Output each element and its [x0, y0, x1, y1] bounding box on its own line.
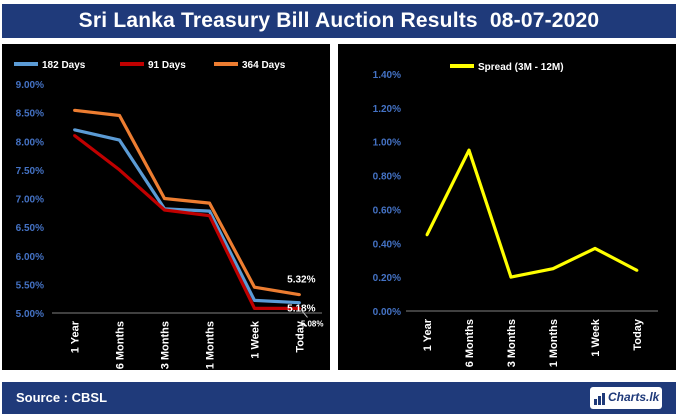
x-tick-label-1-week: 1 Week: [250, 320, 262, 359]
chart-title: Sri Lanka Treasury Bill Auction Results …: [2, 4, 676, 38]
series-line-182-days: [74, 128, 300, 305]
data-point-spread-3m-12m: [635, 268, 639, 272]
data-point-spread-3m-12m: [425, 233, 429, 237]
x-tick-label-1-week: 1 Week: [590, 318, 602, 357]
y-tick-label: 0.80%: [373, 172, 401, 183]
y-tick-label: 6.50%: [16, 223, 44, 234]
x-tick-label-1-months: 1 Months: [205, 321, 217, 369]
legend-label-91-days: 91 Days: [148, 60, 186, 71]
data-label-364-days: 5.32%: [287, 275, 315, 286]
right-chart: 1.40% 1.20% 1.00% 0.80% 0.60% 0.40% 0.20% 0.00%…: [373, 62, 658, 367]
y-tick-label: 6.00%: [16, 252, 44, 263]
y-tick-label: 0.60%: [373, 205, 401, 216]
data-point-spread-3m-12m: [551, 267, 555, 271]
data-point-spread-3m-12m: [467, 148, 471, 152]
y-tick-label: 5.00%: [16, 309, 44, 320]
data-point-364-days: [253, 285, 256, 289]
data-point-182-days: [298, 301, 301, 305]
data-point-91-days: [208, 214, 211, 218]
x-tick-label-1-year: 1 Year: [70, 320, 82, 353]
data-point-182-days: [253, 299, 256, 302]
data-point-91-days: [73, 134, 76, 137]
data-point-364-days: [118, 114, 121, 117]
y-tick-label: 9.00%: [16, 80, 44, 91]
brand-logo: Charts.lk: [590, 387, 662, 409]
y-tick-label: 0.40%: [373, 239, 401, 250]
y-tick-label: 5.50%: [16, 280, 44, 291]
data-point-364-days: [163, 197, 166, 200]
brand-bars-icon: [594, 393, 605, 405]
brand-text: Charts.lk: [608, 390, 660, 404]
x-tick-label-1-year: 1 Year: [422, 318, 434, 351]
data-point-spread-3m-12m: [509, 275, 513, 279]
data-point-182-days: [208, 209, 211, 213]
x-tick-label-1-months: 1 Months: [548, 319, 560, 367]
x-tick-label-3-months: 3 Months: [160, 321, 172, 369]
y-tick-label: 8.50%: [16, 109, 44, 120]
x-tick-label-3-months: 3 Months: [506, 319, 518, 367]
data-label-91-days: 5.08%: [301, 319, 324, 328]
y-tick-label: 1.20%: [373, 104, 401, 115]
legend-label-182-days: 182 Days: [42, 60, 86, 71]
y-tick-label: 7.50%: [16, 166, 44, 177]
data-point-91-days: [298, 307, 301, 310]
data-point-91-days: [253, 307, 256, 310]
data-point-182-days: [118, 138, 121, 142]
y-tick-label: 0.20%: [373, 273, 401, 284]
data-point-364-days: [208, 201, 211, 205]
data-point-91-days: [118, 168, 121, 172]
legend-label-364-days: 364 Days: [242, 60, 286, 71]
footer-bar: Source : CBSL Charts.lk: [2, 382, 676, 414]
x-tick-label-6-months: 6 Months: [464, 319, 476, 367]
x-tick-label-6-months: 6 Months: [115, 321, 127, 369]
y-tick-label: 1.40%: [373, 70, 401, 81]
series-line-spread-3m-12m: [425, 148, 638, 279]
data-point-182-days: [73, 128, 76, 132]
y-tick-label: 0.00%: [373, 307, 401, 318]
data-point-364-days: [298, 293, 301, 297]
series-line-364-days: [74, 108, 300, 297]
data-point-spread-3m-12m: [593, 246, 597, 250]
left-chart: 9.00% 8.50% 8.00% 7.50% 7.00% 6.50% 6.00% 5.50%…: [14, 60, 324, 369]
x-tick-label-today: Today: [632, 318, 644, 350]
source-label: Source : CBSL: [16, 390, 108, 405]
data-label-leader: [301, 310, 308, 318]
series-line-91-days: [73, 134, 300, 310]
y-tick-label: 7.00%: [16, 195, 44, 206]
data-point-364-days: [73, 108, 76, 112]
x-tick-label-today: Today: [295, 320, 307, 352]
data-label-182-days: 5.18%: [287, 304, 315, 315]
right-chart-panel: 1.40% 1.20% 1.00% 0.80% 0.60% 0.40% 0.20% 0.00%…: [338, 44, 676, 370]
left-chart-panel: 9.00% 8.50% 8.00% 7.50% 7.00% 6.50% 6.00% 5.50%…: [2, 44, 330, 370]
y-tick-label: 8.00%: [16, 137, 44, 148]
y-tick-label: 1.00%: [373, 138, 401, 149]
data-point-91-days: [163, 208, 166, 212]
legend-label-spread-3m-12m: Spread (3M - 12M): [478, 62, 564, 73]
